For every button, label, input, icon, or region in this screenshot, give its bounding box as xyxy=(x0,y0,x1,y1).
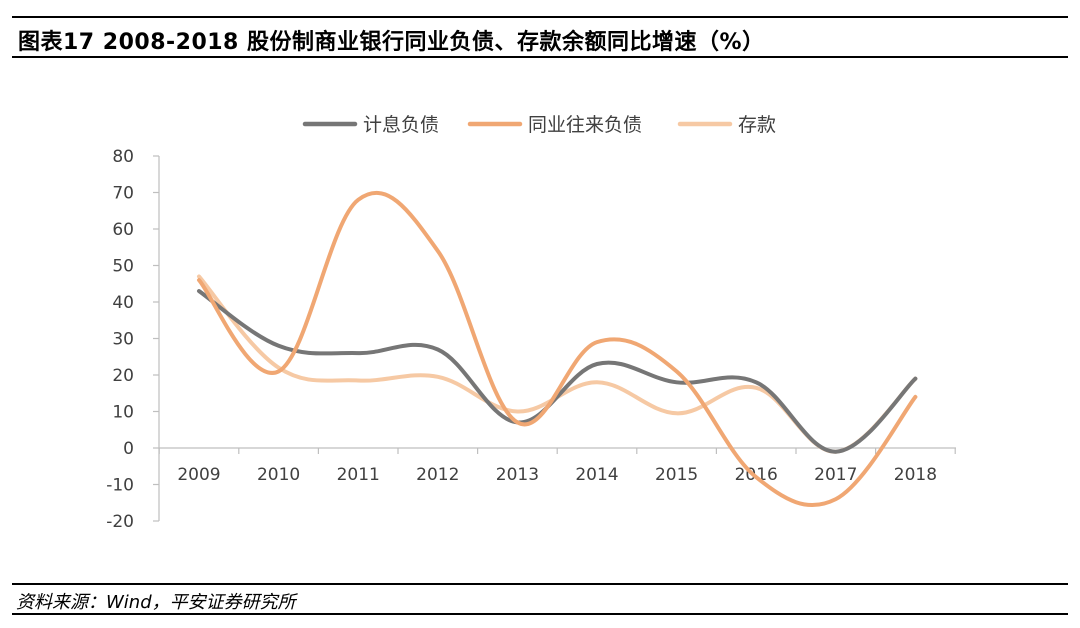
y-tick-label: 30 xyxy=(112,330,134,350)
y-tick-label: 80 xyxy=(112,147,134,167)
legend: 计息负债 同业往来负债 存款 xyxy=(302,114,776,136)
y-tick-label: 10 xyxy=(112,403,134,423)
x-tick-labels: 2009 2010 2011 2012 2013 2014 2015 2016 2017 2018 xyxy=(177,465,937,485)
series-line-2 xyxy=(197,190,918,508)
y-tick-label: -10 xyxy=(106,476,134,496)
y-tick-label: -20 xyxy=(106,512,134,532)
x-tick-label: 2018 xyxy=(894,465,937,485)
legend-label-2: 同业往来负债 xyxy=(528,114,642,136)
series-line-3 xyxy=(197,274,918,454)
x-tick-label: 2009 xyxy=(177,465,220,485)
x-tick-label: 2013 xyxy=(496,465,539,485)
y-tick-label: 0 xyxy=(123,439,134,459)
legend-label-3: 存款 xyxy=(738,114,776,136)
series-lines xyxy=(197,190,918,508)
source-bar: 资料来源：Wind，平安证券研究所 xyxy=(12,583,1068,615)
series-line-1 xyxy=(197,289,918,454)
y-tick-label: 50 xyxy=(112,257,134,277)
x-tick-label: 2011 xyxy=(337,465,380,485)
x-tick-label: 2017 xyxy=(814,465,857,485)
y-tick-labels: 80 70 60 50 40 30 20 10 0 -10 -20 xyxy=(106,147,134,532)
x-tick-label: 2014 xyxy=(575,465,618,485)
x-tick-label: 2015 xyxy=(655,465,698,485)
x-tick-label: 2010 xyxy=(257,465,300,485)
legend-label-1: 计息负债 xyxy=(363,114,439,136)
chart-title: 图表17 2008-2018 股份制商业银行同业负债、存款余额同比增速（%） xyxy=(18,30,765,55)
y-tick-label: 70 xyxy=(112,184,134,204)
y-tick-label: 60 xyxy=(112,220,134,240)
x-tick-label: 2012 xyxy=(416,465,459,485)
title-bar: 图表17 2008-2018 股份制商业银行同业负债、存款余额同比增速（%） xyxy=(12,16,1068,58)
y-tick-label: 40 xyxy=(112,293,134,313)
y-tick-label: 20 xyxy=(112,366,134,386)
source-note: 资料来源：Wind，平安证券研究所 xyxy=(16,592,296,613)
